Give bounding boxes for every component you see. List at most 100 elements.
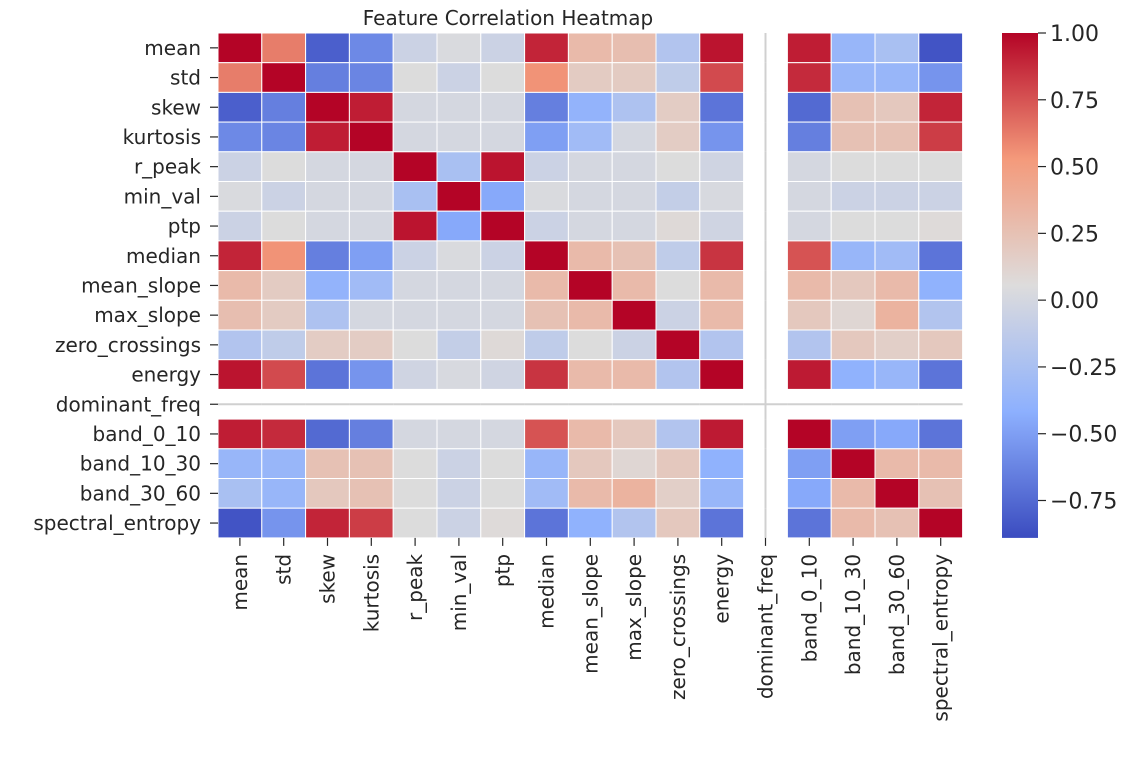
heatmap-cell: [524, 32, 569, 64]
x-tick-label: skew: [316, 554, 340, 604]
heatmap-cell: [305, 299, 350, 331]
y-tick-label: std: [170, 66, 201, 90]
x-tick-label: r_peak: [403, 553, 427, 620]
heatmap-cell: [786, 240, 832, 272]
x-tick-label: band_0_10: [797, 554, 821, 663]
colorbar-tick-label: −0.75: [1050, 490, 1117, 515]
heatmap-cell: [567, 121, 613, 153]
heatmap-cell: [786, 329, 832, 361]
y-tick-label: band_30_60: [80, 481, 201, 505]
heatmap-cell: [480, 507, 526, 539]
y-tick-label: band_10_30: [80, 452, 201, 476]
y-tick-label: r_peak: [134, 155, 201, 179]
heatmap-cell: [392, 418, 438, 450]
heatmap-cell: [524, 240, 569, 272]
y-tick-label: median: [126, 244, 201, 268]
heatmap-cell: [217, 478, 263, 509]
heatmap-cell: [918, 91, 964, 123]
colorbar-tick-label: 0.00: [1050, 289, 1099, 314]
heatmap-cell: [567, 240, 613, 272]
heatmap-cell: [611, 91, 657, 123]
heatmap-cell: [524, 121, 569, 153]
heatmap-cell: [699, 121, 745, 153]
heatmap-cell: [480, 359, 526, 390]
heatmap-cell: [918, 359, 964, 390]
heatmap-cell: [655, 121, 701, 153]
x-tick-label: min_val: [447, 554, 471, 631]
heatmap-cell: [392, 32, 438, 64]
heatmap-cell: [392, 299, 438, 331]
heatmap-cell: [348, 418, 394, 450]
heatmap-cell: [611, 240, 657, 272]
heatmap-cell: [217, 121, 263, 153]
heatmap-cell: [874, 448, 920, 479]
heatmap-cell: [436, 181, 482, 212]
y-tick-label: ptp: [168, 214, 201, 238]
heatmap-cell: [217, 418, 263, 450]
heatmap-cell: [480, 478, 526, 509]
heatmap-cell: [786, 62, 832, 93]
heatmap-cell: [918, 270, 964, 301]
heatmap-cell: [786, 270, 832, 301]
heatmap-cell: [918, 299, 964, 331]
heatmap-cell: [918, 181, 964, 212]
heatmap-cell: [305, 181, 350, 212]
heatmap-cell: [830, 32, 876, 64]
heatmap-cell: [567, 32, 613, 64]
heatmap-cell: [348, 121, 394, 153]
heatmap-cell: [217, 270, 263, 301]
heatmap-cell: [436, 151, 482, 183]
heatmap-cell: [699, 507, 745, 539]
heatmap-cell: [524, 299, 569, 331]
heatmap-cell: [305, 240, 350, 272]
heatmap-cell: [348, 151, 394, 183]
heatmap-cell: [567, 299, 613, 331]
heatmap-cell: [611, 329, 657, 361]
heatmap-cell: [611, 121, 657, 153]
heatmap-cell: [918, 32, 964, 64]
heatmap-cell: [305, 329, 350, 361]
heatmap-cell: [305, 448, 350, 479]
y-tick-label: energy: [131, 363, 201, 387]
heatmap-cell: [699, 418, 745, 450]
heatmap-cell: [655, 418, 701, 450]
heatmap-cell: [786, 91, 832, 123]
heatmap-cell: [348, 329, 394, 361]
heatmap-cell: [699, 270, 745, 301]
heatmap-cell: [524, 507, 569, 539]
heatmap-cell: [392, 507, 438, 539]
heatmap-cell: [611, 478, 657, 509]
x-tick-label: band_30_60: [885, 554, 909, 675]
heatmap-cell: [918, 151, 964, 183]
heatmap-cell: [480, 181, 526, 212]
heatmap-cell: [830, 62, 876, 93]
heatmap-cell: [348, 478, 394, 509]
heatmap-cell: [524, 329, 569, 361]
heatmap-cell: [655, 240, 701, 272]
heatmap-cell: [480, 270, 526, 301]
heatmap-cell: [786, 121, 832, 153]
heatmap-cell: [567, 329, 613, 361]
heatmap-cell: [436, 121, 482, 153]
heatmap-cell: [699, 299, 745, 331]
chart-title: Feature Correlation Heatmap: [363, 6, 653, 30]
heatmap-cell: [655, 210, 701, 242]
x-tick-label: ptp: [491, 554, 515, 587]
heatmap-cell: [786, 32, 832, 64]
heatmap-cell: [217, 91, 263, 123]
heatmap-cell: [611, 181, 657, 212]
heatmap-cell: [480, 62, 526, 93]
heatmap-cell: [567, 507, 613, 539]
heatmap-cell: [567, 62, 613, 93]
heatmap-cell: [918, 418, 964, 450]
heatmap-cell: [480, 91, 526, 123]
y-tick-label: spectral_entropy: [33, 511, 201, 535]
heatmap-cell: [830, 270, 876, 301]
heatmap-cell: [480, 240, 526, 272]
heatmap-cell: [305, 418, 350, 450]
heatmap-cell: [261, 299, 307, 331]
heatmap-cell: [305, 91, 350, 123]
heatmap-cell: [261, 359, 307, 390]
